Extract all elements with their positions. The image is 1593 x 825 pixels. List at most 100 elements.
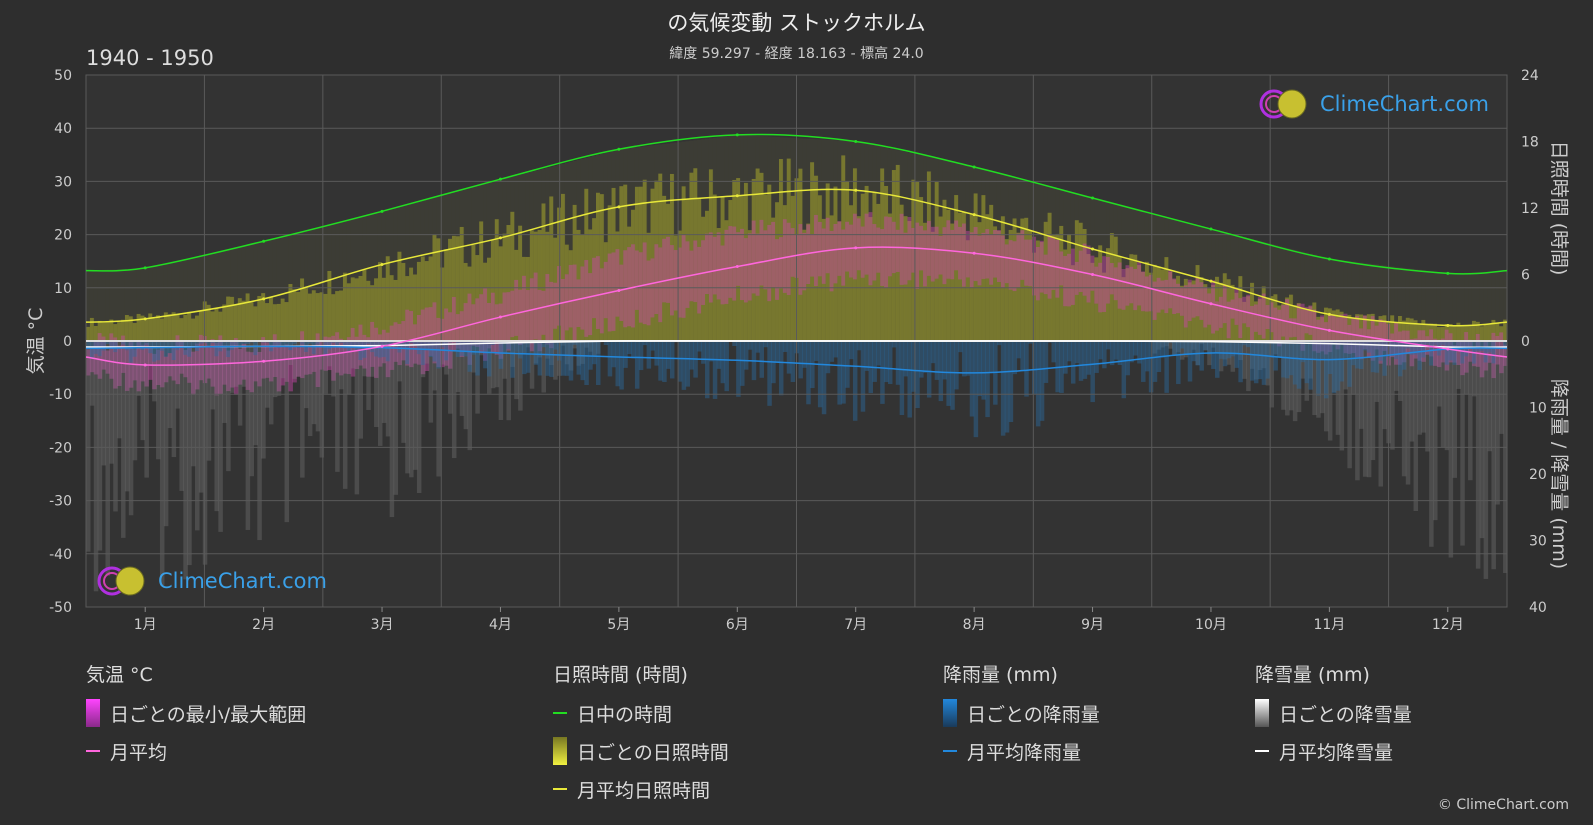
rain-daily-bar [891, 341, 897, 348]
sunshine-daily-bar [1032, 252, 1037, 341]
temp-range-daily-bar [868, 212, 874, 286]
snow-daily-bar [440, 341, 445, 365]
rain-daily-bar [685, 341, 691, 387]
daylight-daily-bar [171, 261, 177, 341]
rain-daily-bar [985, 341, 990, 418]
snow-daily-bar [276, 341, 282, 396]
brand-logo-top[interactable]: ClimeChart.com [1258, 88, 1489, 120]
sunshine-daily-bar [498, 246, 504, 341]
snow-daily-bar [518, 341, 523, 411]
temp-range-daily-bar [210, 339, 216, 387]
snow-daily-bar [93, 341, 99, 592]
sunshine-daily-bar [607, 205, 613, 341]
daylight-daily-bar [128, 268, 134, 341]
temp-range-daily-bar [965, 230, 971, 278]
sunshine-daily-bar [428, 256, 434, 341]
sunshine-daily-bar [942, 199, 947, 341]
rain-daily-bar [701, 341, 706, 364]
climechart-logo-icon [97, 566, 145, 596]
daylight-daily-bar [1296, 250, 1302, 341]
rain-daily-bar [1285, 341, 1290, 379]
sunshine-daily-bar [210, 311, 216, 341]
rain-daily-bar [163, 341, 169, 357]
daylight-daily-bar [1448, 273, 1454, 341]
sunshine-daily-bar [490, 240, 496, 341]
sunshine-avg-point [262, 297, 266, 301]
rain-daily-bar [759, 341, 765, 378]
rain-daily-bar [553, 341, 558, 350]
rain-daily-bar [1335, 341, 1341, 391]
daylight-daily-bar [233, 247, 239, 341]
temp-range-daily-bar [1327, 314, 1333, 353]
daylight-daily-bar [1121, 205, 1127, 341]
rain-daily-bar [1242, 341, 1247, 346]
rain-daily-bar [518, 341, 523, 359]
sunshine-daily-bar [876, 203, 881, 341]
snow-daily-bar [265, 341, 270, 408]
temp-range-daily-bar [993, 229, 998, 278]
sunshine-daily-bar [1156, 266, 1162, 341]
daylight-daily-bar [241, 246, 247, 341]
sunshine-daily-bar [315, 293, 321, 341]
snow-daily-bar [381, 341, 387, 423]
sunshine-daily-bar [132, 322, 138, 341]
y-tick-label-left: 20 [54, 228, 72, 244]
temp-range-daily-bar [603, 261, 609, 319]
temp-range-daily-bar [778, 237, 784, 289]
rain-daily-bar [619, 341, 624, 390]
sunshine-daily-bar [1191, 280, 1197, 341]
sunshine-daily-bar [440, 267, 445, 341]
temp-range-daily-bar [1324, 322, 1329, 355]
legend-snow-heading: 降雪量 (mm) [1255, 664, 1370, 686]
sunshine-daily-bar [950, 223, 955, 341]
snow-daily-bar [596, 341, 601, 354]
snow-daily-bar [377, 341, 383, 446]
brand-name: ClimeChart.com [1320, 92, 1489, 116]
rain-daily-bar [1082, 341, 1088, 379]
snow-daily-bar [1339, 341, 1345, 451]
sunshine-daily-bar [148, 313, 153, 341]
temp-range-daily-bar [346, 337, 352, 375]
rain-daily-bar [389, 341, 395, 345]
snow-daily-bar [1503, 341, 1508, 574]
daylight-daily-bar [152, 266, 157, 341]
rain-daily-bar [506, 341, 511, 350]
temp-range-daily-bar [1203, 286, 1208, 328]
rain-daily-bar [642, 341, 648, 346]
legend-temp-avg: 月平均 [86, 737, 306, 765]
rain-daily-bar [1273, 341, 1278, 371]
daylight-daily-bar [222, 250, 227, 341]
daylight-daily-bar [1366, 263, 1372, 341]
temp-range-daily-bar [1355, 315, 1360, 358]
sunshine-daily-bar [1339, 311, 1345, 341]
rain-daily-bar [1433, 341, 1438, 345]
rain-daily-bar [1390, 341, 1395, 356]
snow-daily-bar [541, 341, 546, 393]
daylight-point [1446, 271, 1450, 275]
temp-range-daily-bar [1460, 341, 1465, 376]
temp-range-daily-bar [284, 344, 290, 382]
x-tick-label: 4月 [489, 617, 512, 633]
sunshine-daily-bar [736, 178, 741, 341]
rain-daily-bar [144, 341, 149, 346]
sunshine-daily-bar [144, 319, 149, 341]
rain-daily-bar [934, 341, 940, 380]
temp-range-daily-bar [938, 235, 944, 275]
sunshine-daily-bar [751, 178, 757, 341]
temp-range-daily-bar [1156, 277, 1162, 313]
temp-range-daily-bar [233, 338, 239, 395]
temp-range-daily-bar [1362, 315, 1368, 350]
temp-avg-point [262, 359, 266, 363]
temp-range-daily-bar [767, 224, 772, 302]
rain-daily-bar [1125, 341, 1130, 376]
daylight-daily-bar [1355, 262, 1360, 341]
temp-range-daily-bar [1246, 294, 1251, 328]
daylight-point [854, 140, 858, 143]
snow-daily-bar [121, 341, 126, 538]
temp-range-daily-bar [545, 274, 550, 345]
rain-daily-bar [778, 341, 784, 396]
snow-daily-bar [350, 341, 356, 369]
brand-logo-bottom[interactable]: ClimeChart.com [96, 565, 327, 597]
rain-daily-bar [1133, 341, 1138, 356]
legend-sun-heading: 日照時間 (時間) [553, 664, 688, 686]
